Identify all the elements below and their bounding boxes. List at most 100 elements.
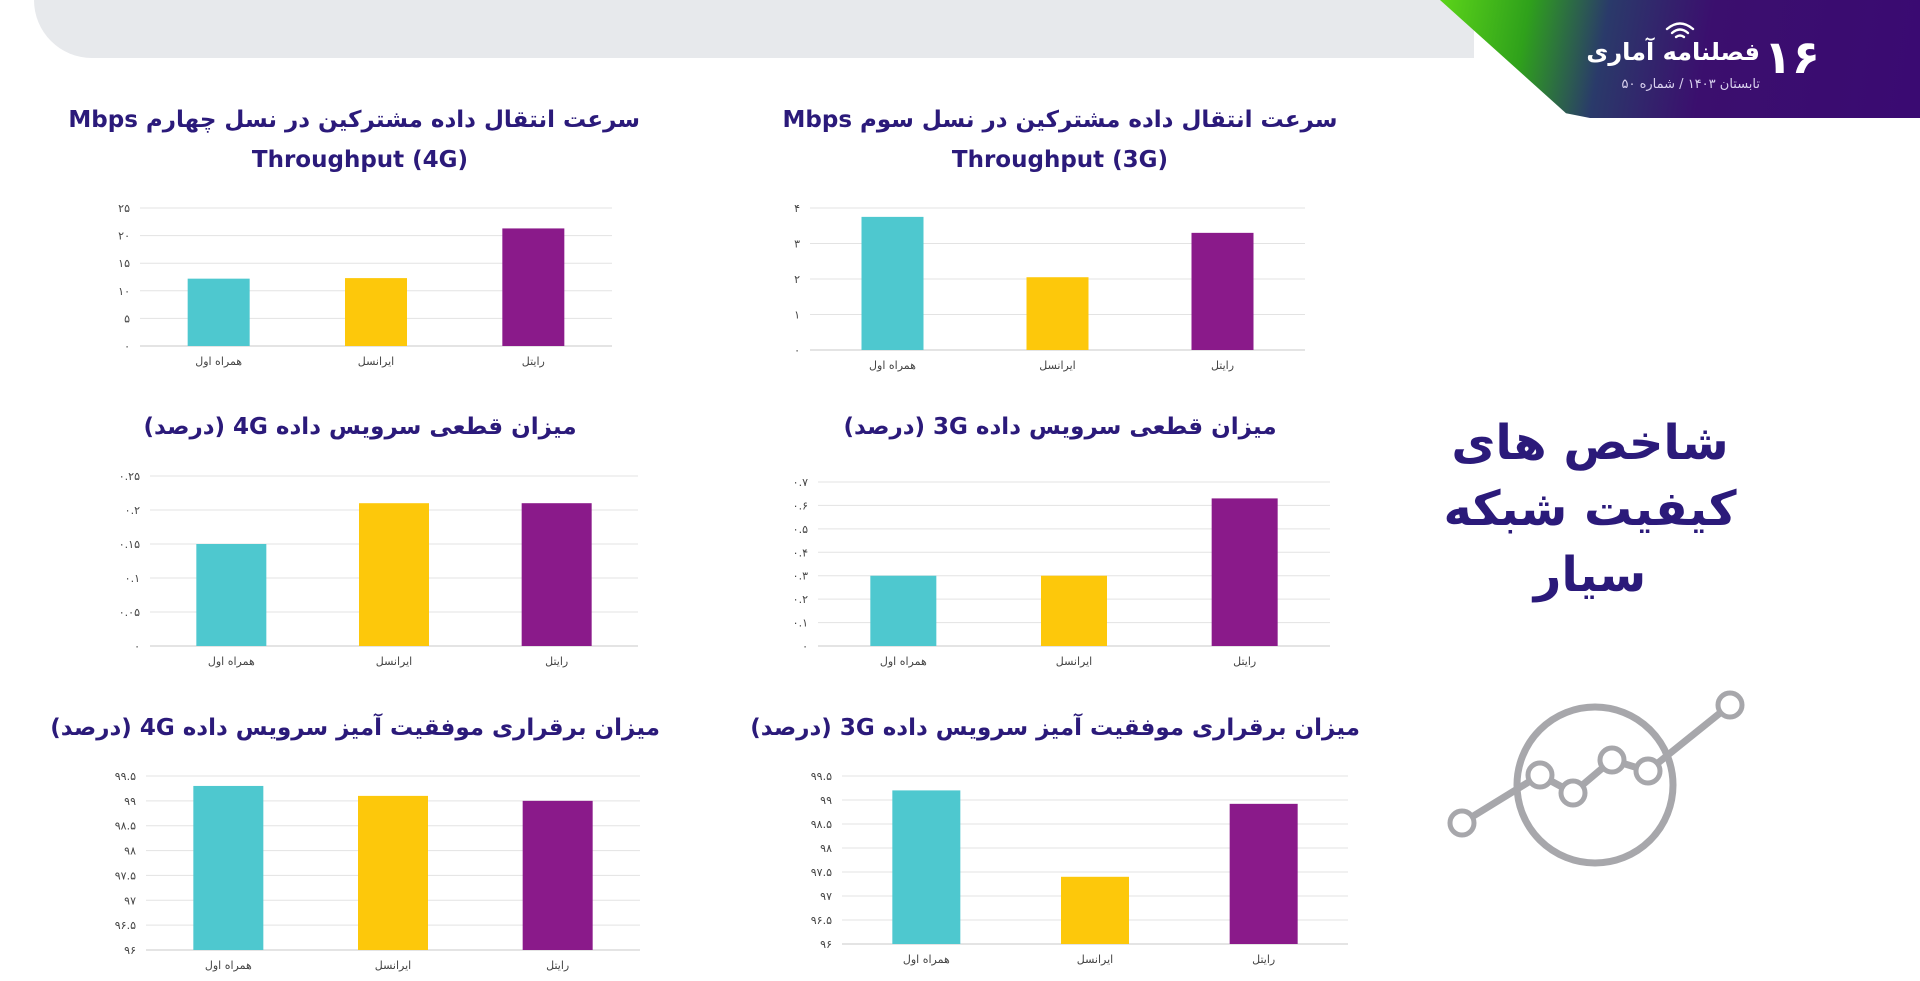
publication-header: ۱۶ فصلنامه آماری تابستان ۱۴۰۳ / شماره ۵۰	[1540, 0, 1920, 118]
x-tick-label: ایرانسل	[1039, 359, 1075, 372]
chart-title-throughput-3g: سرعت انتقال داده مشترکین در نسل سوم Mbps…	[780, 100, 1340, 180]
x-tick-label: همراه اول	[208, 655, 255, 668]
x-tick-label: رایتل	[545, 655, 568, 668]
chart-title-drop-3g: میزان قطعی سرویس داده 3G (درصد)	[780, 414, 1340, 440]
x-tick-label: رایتل	[1252, 953, 1275, 966]
x-tick-label: ایرانسل	[375, 959, 411, 972]
x-tick-label: ایرانسل	[376, 655, 412, 668]
y-tick-label: ۰.۲	[125, 504, 140, 517]
bar	[1191, 232, 1254, 350]
y-tick-label: ۰.۱	[793, 617, 808, 630]
y-tick-label: ۹۸	[820, 842, 832, 855]
bar	[1041, 575, 1107, 646]
top-banner	[34, 0, 1474, 58]
y-tick-label: ۹۹	[820, 794, 832, 807]
y-tick-label: ۰.۱	[125, 572, 140, 585]
y-tick-label: ۰.۵	[793, 523, 808, 536]
trend-chart-icon	[1447, 690, 1745, 867]
y-tick-label: ۰.۰۵	[119, 606, 140, 619]
chart-title-line1: سرعت انتقال داده مشترکین در نسل چهارم Mb…	[68, 107, 640, 133]
issue-info: تابستان ۱۴۰۳ / شماره ۵۰	[1621, 77, 1760, 92]
chart-title-throughput-4g: سرعت انتقال داده مشترکین در نسل چهارم Mb…	[68, 100, 640, 180]
y-tick-label: ۲۵	[118, 202, 130, 215]
chart-title-line1: میزان قطعی سرویس داده 3G (درصد)	[843, 414, 1277, 440]
bar	[358, 795, 428, 950]
y-tick-label: ۰	[134, 640, 140, 653]
section-title-line2: کیفیت شبکه	[1443, 481, 1737, 537]
y-tick-label: ۳	[794, 238, 800, 251]
x-tick-label: ایرانسل	[1077, 953, 1113, 966]
y-tick-label: ۴	[794, 202, 800, 215]
y-tick-label: ۹۹.۵	[115, 770, 136, 783]
x-tick-label: همراه اول	[880, 655, 927, 668]
chart-title-line2: Throughput (4G)	[251, 147, 469, 173]
x-tick-label: همراه اول	[205, 959, 252, 972]
chart-title-line1: سرعت انتقال داده مشترکین در نسل سوم Mbps	[782, 107, 1338, 133]
section-title-line3: سیار	[1533, 547, 1647, 603]
x-tick-label: ایرانسل	[1056, 655, 1092, 668]
bar	[521, 503, 592, 646]
y-tick-label: ۹۷.۵	[115, 869, 136, 882]
y-tick-label: ۹۸	[124, 845, 136, 858]
x-tick-label: همراه اول	[869, 359, 916, 372]
bar	[1061, 876, 1129, 944]
y-tick-label: ۰	[124, 340, 130, 353]
y-tick-label: ۲	[794, 273, 800, 286]
x-tick-label: رایتل	[1233, 655, 1256, 668]
y-tick-label: ۹۷	[124, 894, 136, 907]
bar	[522, 800, 593, 950]
x-tick-label: رایتل	[522, 355, 545, 368]
bar	[359, 503, 429, 646]
section-title: شاخص های کیفیت شبکه سیار	[1440, 410, 1740, 608]
y-tick-label: ۰.۱۵	[119, 538, 140, 551]
y-tick-label: ۹۹.۵	[811, 770, 832, 783]
chart-title-line1: میزان قطعی سرویس داده 4G (درصد)	[143, 414, 577, 440]
y-tick-label: ۱	[794, 309, 800, 322]
bar	[345, 278, 407, 346]
bar	[1211, 498, 1278, 646]
bar	[1026, 277, 1089, 350]
y-tick-label: ۹۸.۵	[811, 818, 832, 831]
bar	[892, 790, 961, 944]
bar	[861, 216, 924, 350]
y-tick-label: ۹۶.۵	[115, 919, 136, 932]
y-tick-label: ۹۶	[124, 944, 136, 957]
y-tick-label: ۰.۷	[793, 476, 808, 489]
chart-title-line2: Throughput (3G)	[951, 147, 1169, 173]
y-tick-label: ۱۰	[118, 285, 130, 298]
y-tick-label: ۰.۳	[793, 570, 808, 583]
y-tick-label: ۱۵	[118, 257, 130, 270]
y-tick-label: ۹۷	[820, 890, 832, 903]
x-tick-label: رایتل	[546, 959, 569, 972]
y-tick-label: ۹۸.۵	[115, 820, 136, 833]
y-tick-label: ۰.۲۵	[119, 470, 140, 483]
chart-title-line1: میزان برقراری موفقیت آمیز سرویس داده 3G …	[750, 715, 1360, 741]
x-tick-label: ایرانسل	[358, 355, 394, 368]
chart-title-drop-4g: میزان قطعی سرویس داده 4G (درصد)	[80, 414, 640, 440]
y-tick-label: ۰	[794, 344, 800, 357]
y-tick-label: ۰.۲	[793, 593, 808, 606]
y-tick-label: ۰.۴	[793, 546, 808, 559]
y-tick-label: ۰.۶	[793, 499, 808, 512]
x-tick-label: همراه اول	[195, 355, 242, 368]
page-number: ۱۶	[1763, 30, 1820, 84]
y-tick-label: ۹۹	[124, 795, 136, 808]
bar	[1229, 803, 1298, 944]
bar	[196, 544, 267, 646]
bar	[502, 228, 565, 346]
chart-title-success-3g: میزان برقراری موفقیت آمیز سرویس داده 3G …	[750, 715, 1360, 741]
y-tick-label: ۲۰	[118, 230, 130, 243]
section-title-line1: شاخص های	[1451, 415, 1729, 471]
bar	[870, 575, 937, 646]
x-tick-label: رایتل	[1211, 359, 1234, 372]
y-tick-label: ۰	[802, 640, 808, 653]
brand-name: فصلنامه آماری	[1586, 38, 1760, 66]
wifi-icon	[1665, 22, 1695, 39]
chart-title-success-4g: میزان برقراری موفقیت آمیز سرویس داده 4G …	[50, 715, 660, 741]
bar	[193, 785, 264, 950]
